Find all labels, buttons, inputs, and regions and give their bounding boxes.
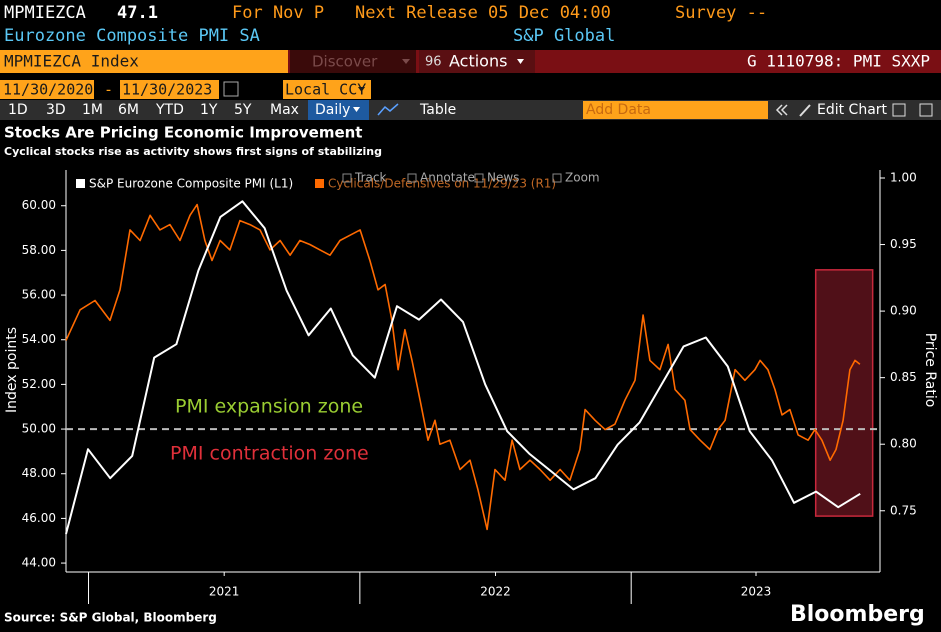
frequency: Daily <box>315 102 350 118</box>
survey: Survey -- <box>675 3 767 23</box>
tool-icon[interactable] <box>342 173 352 183</box>
legend-swatch <box>315 179 324 188</box>
tool-icon[interactable] <box>407 173 417 183</box>
dropdown-arrow <box>402 59 410 64</box>
discover-text: Discover <box>312 53 378 71</box>
tool-icon[interactable] <box>474 173 484 183</box>
y2-tick-label: 0.75 <box>890 503 917 517</box>
x-tick-label: 2021 <box>209 585 240 599</box>
y2-tick-label: 0.95 <box>890 237 917 251</box>
table-button[interactable]: Table <box>419 102 456 118</box>
currency-field[interactable] <box>283 80 371 99</box>
y-tick-label: 50.00 <box>22 422 56 436</box>
y-tick-label: 52.00 <box>22 377 56 391</box>
y-tick-label: 44.00 <box>22 556 56 570</box>
range-button[interactable]: 6M <box>118 102 139 118</box>
y-tick-label: 56.00 <box>22 288 56 302</box>
actions-text: Actions <box>449 52 507 71</box>
y-tick-label: 60.00 <box>22 198 56 212</box>
legend-swatch <box>76 179 85 188</box>
chart-tool[interactable]: Annotate <box>420 171 475 185</box>
legend-label: S&P Eurozone Composite PMI (L1) <box>89 177 293 191</box>
actions-key: 96 <box>425 55 442 70</box>
edit-icon <box>799 104 811 117</box>
frequency-button[interactable] <box>308 100 369 120</box>
dropdown-arrow <box>353 107 360 112</box>
chart-subtitle: Cyclical stocks rise as activity shows f… <box>4 145 382 158</box>
next-release: Next Release 05 Dec 04:00 <box>355 3 611 23</box>
end-date-field[interactable] <box>120 80 219 99</box>
start-date: 11/30/2020 <box>3 81 93 99</box>
chart-icon[interactable] <box>377 103 399 116</box>
provider: S&P Global <box>513 26 615 46</box>
legend-label: Cyclicals/Defensives on 11/29/23 (R1) <box>328 177 556 191</box>
range-button[interactable]: YTD <box>155 102 184 118</box>
y-tick-label: 48.00 <box>22 466 56 480</box>
y2-tick-label: 1.00 <box>890 170 917 184</box>
period: For Nov P <box>232 3 324 23</box>
source-note: Source: S&P Global, Bloomberg <box>4 611 217 625</box>
settings-icon[interactable] <box>919 103 933 117</box>
discover-button[interactable] <box>290 50 416 73</box>
series-line <box>65 203 861 531</box>
brand-logo: Bloomberg <box>790 602 925 627</box>
last-value: 47.1 <box>117 3 158 23</box>
add-data-field[interactable] <box>583 101 768 119</box>
actions-button[interactable] <box>419 50 535 73</box>
y2-tick-label: 0.90 <box>890 304 917 318</box>
range-button[interactable]: Max <box>270 102 299 118</box>
dropdown-arrow <box>517 59 524 64</box>
calendar-icon[interactable] <box>223 81 239 97</box>
range-button[interactable]: 1D <box>8 102 28 118</box>
range-bar <box>0 100 941 120</box>
y2-axis-label: Price Ratio <box>922 333 938 408</box>
chart-tool[interactable]: Track <box>354 171 386 185</box>
y-tick-label: 46.00 <box>22 511 56 525</box>
chart-tool[interactable]: Zoom <box>565 171 600 185</box>
tool-icon[interactable] <box>552 173 562 183</box>
series-line <box>65 200 861 535</box>
date-separator: - <box>104 81 113 99</box>
range-button[interactable]: 1Y <box>200 102 218 118</box>
chart-title: Stocks Are Pricing Economic Improvement <box>4 124 362 142</box>
collapse-icon <box>780 104 788 116</box>
collapse-icon[interactable] <box>775 104 783 116</box>
dropdown-arrow <box>358 87 365 92</box>
range-button[interactable]: 1M <box>82 102 103 118</box>
export-icon[interactable] <box>892 103 906 117</box>
add-data: Add Data <box>586 102 651 118</box>
function-text: G 1110798: PMI SXXP <box>747 52 930 71</box>
y-tick-label: 58.00 <box>22 243 56 257</box>
x-tick-label: 2023 <box>741 585 772 599</box>
start-date-field[interactable] <box>0 80 94 99</box>
security-field[interactable] <box>0 50 288 73</box>
y-tick-label: 54.00 <box>22 332 56 346</box>
range-button[interactable]: 3D <box>46 102 66 118</box>
security-text: MPMIEZCA Index <box>4 52 139 71</box>
y2-tick-label: 0.85 <box>890 370 917 384</box>
x-tick-label: 2022 <box>480 585 511 599</box>
highlight-box <box>814 269 874 517</box>
y-axis-label: Index points <box>4 327 20 413</box>
currency: Local CCY <box>285 81 366 99</box>
chart-tool[interactable]: News <box>487 171 519 185</box>
security-name: Eurozone Composite PMI SA <box>4 26 260 46</box>
end-date: 11/30/2023 <box>122 81 212 99</box>
y2-tick-label: 0.80 <box>890 437 917 451</box>
range-button[interactable]: 5Y <box>234 102 252 118</box>
edit-chart[interactable]: Edit Chart <box>817 102 888 118</box>
zone-label: PMI contraction zone <box>170 443 369 465</box>
zone-label: PMI expansion zone <box>175 396 363 418</box>
ticker: MPMIEZCA <box>4 3 86 23</box>
